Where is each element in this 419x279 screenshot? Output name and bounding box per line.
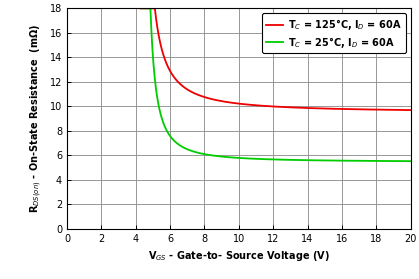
Y-axis label: R$_{DS(on)}$ - On-State Resistance  (mΩ): R$_{DS(on)}$ - On-State Resistance (mΩ) bbox=[29, 24, 44, 213]
Line: T$_C$ = 25°C, I$_D$ = 60A: T$_C$ = 25°C, I$_D$ = 60A bbox=[142, 8, 411, 161]
T$_C$ = 25°C, I$_D$ = 60A bbox=[288, 158, 293, 162]
T$_C$ = 125°C, I$_D$ = 60A bbox=[196, 93, 201, 97]
T$_C$ = 125°C, I$_D$ = 60A bbox=[288, 106, 293, 109]
T$_C$ = 25°C, I$_D$ = 60A bbox=[271, 158, 276, 161]
T$_C$ = 125°C, I$_D$ = 60A bbox=[347, 107, 352, 111]
T$_C$ = 125°C, I$_D$ = 60A bbox=[408, 109, 413, 112]
T$_C$ = 25°C, I$_D$ = 60A bbox=[196, 151, 201, 155]
X-axis label: V$_{GS}$ - Gate-to- Source Voltage (V): V$_{GS}$ - Gate-to- Source Voltage (V) bbox=[148, 249, 330, 263]
T$_C$ = 125°C, I$_D$ = 60A bbox=[321, 107, 326, 110]
T$_C$ = 25°C, I$_D$ = 60A bbox=[408, 160, 413, 163]
Legend: T$_C$ = 125°C, I$_D$ = 60A, T$_C$ = 25°C, I$_D$ = 60A: T$_C$ = 125°C, I$_D$ = 60A, T$_C$ = 25°C… bbox=[262, 13, 406, 54]
T$_C$ = 25°C, I$_D$ = 60A bbox=[347, 159, 352, 162]
T$_C$ = 25°C, I$_D$ = 60A bbox=[321, 159, 326, 162]
Line: T$_C$ = 125°C, I$_D$ = 60A: T$_C$ = 125°C, I$_D$ = 60A bbox=[140, 8, 411, 110]
T$_C$ = 125°C, I$_D$ = 60A bbox=[271, 105, 276, 108]
